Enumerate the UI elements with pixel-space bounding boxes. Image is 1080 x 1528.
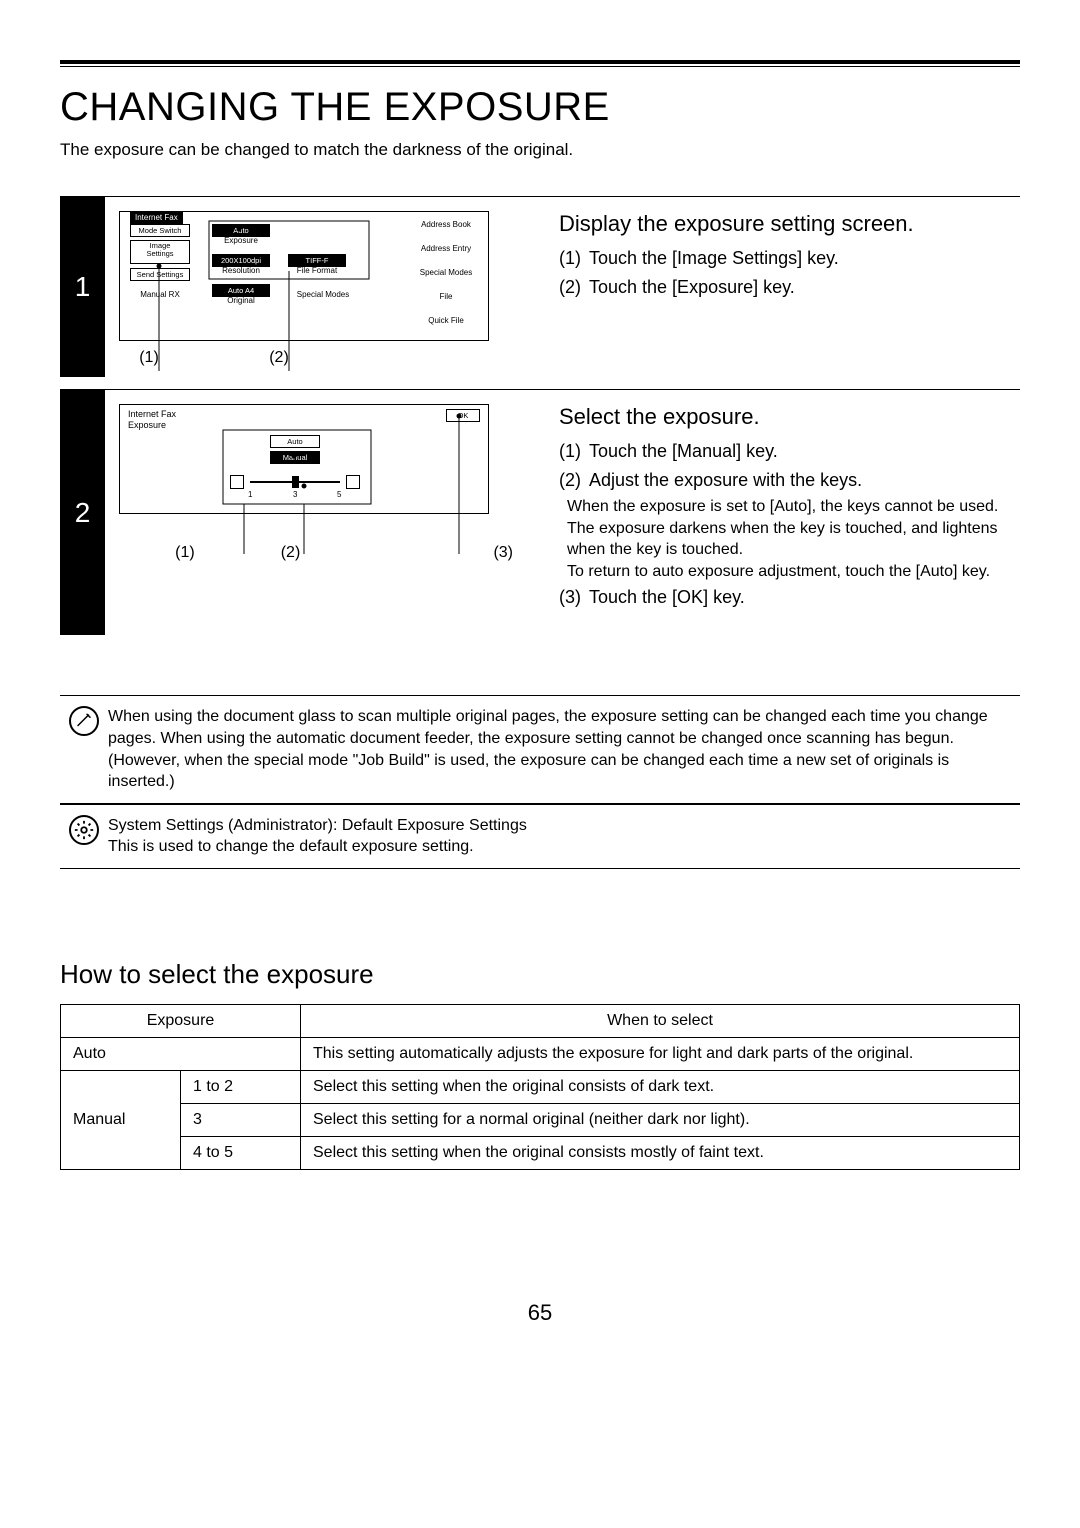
tab-internet-fax: Internet Fax — [130, 211, 183, 224]
top-rule-thin — [60, 66, 1020, 67]
s2-i3-n: (3) — [559, 584, 581, 611]
scale-3: 3 — [293, 490, 297, 499]
note-block-1: When using the document glass to scan mu… — [60, 695, 1020, 803]
cell-r3-desc: Select this setting when the original co… — [301, 1136, 1020, 1169]
special-modes-center: Special Modes — [288, 290, 358, 299]
callout-2: (2) — [179, 349, 379, 367]
step-1-diagram: Internet Fax Mode Switch Image Settings … — [105, 197, 545, 377]
s2-i2-n: (2) — [559, 467, 581, 494]
step-2-row: 2 Internet Fax Exposure OK Auto Manual 1… — [60, 389, 1020, 635]
step-1-text: Display the exposure setting screen. (1)… — [545, 197, 1020, 377]
note2-line1: System Settings (Administrator): Default… — [108, 815, 1012, 837]
exposure-increase-button — [346, 475, 360, 489]
right-address-book: Address Book — [410, 220, 482, 229]
original-label: Original — [212, 296, 270, 305]
callout2-3: (3) — [330, 544, 535, 562]
top-rule-thick — [60, 60, 1020, 64]
cell-auto: Auto — [61, 1037, 301, 1070]
step1-heading: Display the exposure setting screen. — [559, 211, 1014, 237]
s1-i2-n: (2) — [559, 274, 581, 301]
callout-1: (1) — [119, 349, 179, 367]
step-1-number: 1 — [60, 197, 105, 377]
right-file: File — [410, 292, 482, 301]
note-info-icon — [60, 702, 108, 796]
step-2-number: 2 — [60, 390, 105, 635]
image-settings-button: Image Settings — [130, 240, 190, 264]
cell-r3-range: 4 to 5 — [181, 1136, 301, 1169]
page-number: 65 — [60, 1300, 1020, 1326]
right-quick-file: Quick File — [410, 316, 482, 325]
exposure-label: Exposure — [212, 236, 270, 245]
cell-manual: Manual — [61, 1070, 181, 1169]
resolution-label: Resolution — [212, 266, 270, 275]
scale-5: 5 — [337, 490, 341, 499]
step-2-text: Select the exposure. (1) Touch the [Manua… — [545, 390, 1020, 635]
exposure-table: Exposure When to select Auto This settin… — [60, 1004, 1020, 1170]
manual-rx-label: Manual RX — [130, 290, 190, 299]
cell-r2-range: 3 — [181, 1103, 301, 1136]
exposure-decrease-button — [230, 475, 244, 489]
th-exposure: Exposure — [61, 1004, 301, 1037]
s2-i1-n: (1) — [559, 438, 581, 465]
screen-panel-2: Internet Fax Exposure OK Auto Manual 1 3… — [119, 404, 489, 514]
auto-button: Auto — [270, 435, 320, 448]
note-block-2: System Settings (Administrator): Default… — [60, 804, 1020, 869]
s1-i2-t: Touch the [Exposure] key. — [589, 274, 795, 301]
s1-i1-n: (1) — [559, 245, 581, 272]
intro-text: The exposure can be changed to match the… — [60, 140, 1020, 160]
note2-line2: This is used to change the default expos… — [108, 836, 1012, 858]
ok-button: OK — [446, 409, 480, 422]
fileformat-label: File Format — [288, 266, 346, 275]
scale-1: 1 — [248, 490, 252, 499]
panel2-sub: Exposure — [128, 420, 166, 430]
right-address-entry: Address Entry — [410, 244, 482, 253]
page-title: CHANGING THE EXPOSURE — [60, 85, 1020, 130]
s2-i2-t: Adjust the exposure with the keys. — [589, 467, 862, 494]
panel2-header: Internet Fax — [128, 409, 176, 419]
send-settings-button: Send Settings — [130, 268, 190, 281]
s2-sub3: To return to auto exposure adjustment, t… — [567, 561, 1014, 583]
step-2-diagram: Internet Fax Exposure OK Auto Manual 1 3… — [105, 390, 545, 635]
right-special-modes: Special Modes — [410, 268, 482, 277]
cell-auto-desc: This setting automatically adjusts the e… — [301, 1037, 1020, 1070]
callout2-2: (2) — [251, 544, 330, 562]
exposure-slider-handle — [292, 476, 299, 488]
cell-r1-range: 1 to 2 — [181, 1070, 301, 1103]
step-1-row: 1 Internet Fax Mode Switch Image Setting… — [60, 196, 1020, 377]
step2-callouts: (1) (2) (3) — [119, 544, 535, 562]
screen-panel-1: Internet Fax Mode Switch Image Settings … — [119, 211, 489, 341]
s1-i1-t: Touch the [Image Settings] key. — [589, 245, 839, 272]
th-when: When to select — [301, 1004, 1020, 1037]
step1-callouts: (1) (2) — [119, 349, 535, 367]
s2-sub2: The exposure darkens when the key is tou… — [567, 518, 1014, 561]
cell-r1-desc: Select this setting when the original co… — [301, 1070, 1020, 1103]
step2-heading: Select the exposure. — [559, 404, 1014, 430]
cell-r2-desc: Select this setting for a normal origina… — [301, 1103, 1020, 1136]
how-to-heading: How to select the exposure — [60, 959, 1020, 990]
manual-button: Manual — [270, 451, 320, 464]
s2-i1-t: Touch the [Manual] key. — [589, 438, 778, 465]
note1-text: When using the document glass to scan mu… — [108, 702, 1020, 796]
note-gear-icon — [60, 811, 108, 862]
callout2-1: (1) — [119, 544, 251, 562]
s2-sub1: When the exposure is set to [Auto], the … — [567, 496, 1014, 518]
s2-i3-t: Touch the [OK] key. — [589, 584, 745, 611]
mode-switch-button: Mode Switch — [130, 224, 190, 237]
